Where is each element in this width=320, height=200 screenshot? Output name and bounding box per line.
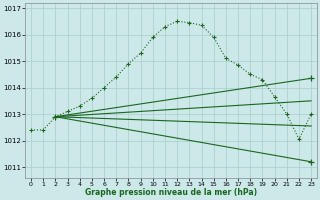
X-axis label: Graphe pression niveau de la mer (hPa): Graphe pression niveau de la mer (hPa)	[85, 188, 257, 197]
